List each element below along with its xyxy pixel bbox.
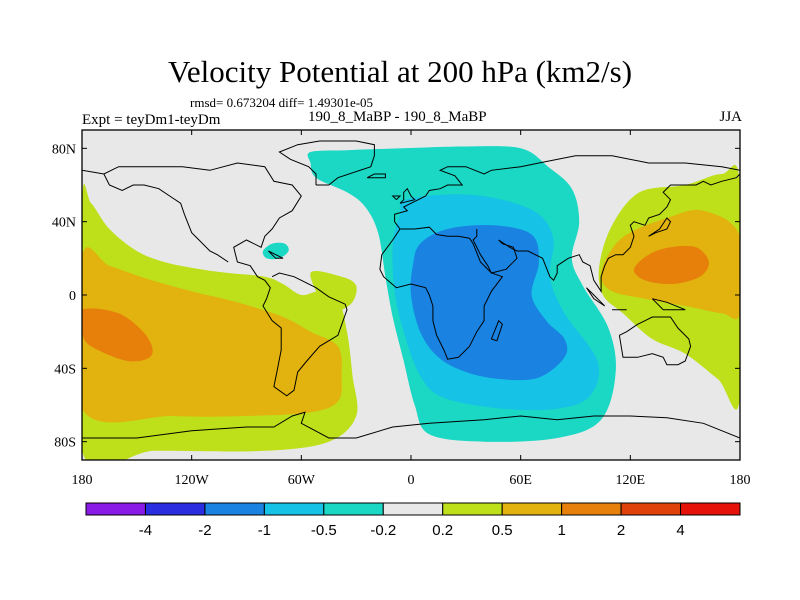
contour-western-positive bbox=[310, 270, 357, 312]
coastline-7 bbox=[618, 316, 692, 366]
map-layer bbox=[82, 130, 740, 460]
colorbar-swatch bbox=[204, 502, 265, 516]
colorbar-swatch bbox=[144, 502, 206, 516]
colorbar-label: 1 bbox=[557, 522, 565, 539]
colorbar-label: -0.2 bbox=[370, 522, 396, 539]
colorbar-swatch bbox=[561, 502, 622, 516]
colorbar-swatch bbox=[442, 502, 503, 516]
x-tick-label: 60E bbox=[509, 473, 532, 488]
contour-eastern-positive bbox=[633, 245, 709, 285]
contour-north-pacific-small bbox=[262, 242, 289, 260]
coastline-1 bbox=[103, 173, 229, 263]
coastline-8 bbox=[82, 411, 740, 439]
coastline-2 bbox=[394, 155, 740, 230]
left-label: Expt = teyDm1-teyDm bbox=[82, 112, 221, 128]
x-tick-label: 0 bbox=[408, 473, 415, 488]
coastline-3 bbox=[379, 228, 504, 360]
center-label: 190_8_MaBP - 190_8_MaBP bbox=[308, 109, 487, 125]
x-tick-label: 120E bbox=[616, 473, 646, 488]
x-tick-label: 180 bbox=[72, 473, 93, 488]
x-tick-label: 60W bbox=[288, 473, 316, 488]
colorbar-swatch bbox=[263, 502, 325, 516]
colorbar-swatch bbox=[323, 502, 384, 516]
coastline-16 bbox=[399, 187, 416, 204]
y-tick-label: 40N bbox=[52, 216, 76, 231]
colorbar-swatch bbox=[680, 502, 741, 516]
coastline-0 bbox=[82, 162, 348, 397]
coastline-6 bbox=[498, 173, 740, 293]
coastline-4 bbox=[400, 226, 470, 239]
colorbar-swatch bbox=[382, 502, 444, 516]
coastline-18 bbox=[268, 250, 284, 259]
coastline-11 bbox=[490, 319, 503, 342]
coastline-10 bbox=[366, 173, 386, 179]
coastline-9 bbox=[278, 140, 375, 186]
coastline-13 bbox=[586, 287, 606, 307]
contour-western-positive bbox=[82, 308, 153, 362]
colorbar-label: -0.5 bbox=[311, 522, 337, 539]
colorbar-swatch bbox=[501, 502, 563, 516]
x-tick-label: 180 bbox=[730, 473, 751, 488]
colorbar-swatch bbox=[85, 502, 146, 516]
colorbar-label: -2 bbox=[198, 522, 211, 539]
contour-western-positive bbox=[82, 247, 342, 423]
right-label: JJA bbox=[719, 109, 742, 125]
coastline-5 bbox=[472, 229, 518, 274]
coastline-17 bbox=[391, 195, 402, 201]
colorbar: -4 -2 -1 -0.5 -0.2 0.2 0.5 1 2 4 bbox=[85, 502, 741, 539]
stats-text: rmsd= 0.673204 diff= 1.49301e-05 bbox=[190, 95, 374, 110]
coastlines bbox=[82, 140, 740, 439]
colorbar-label: 2 bbox=[617, 522, 625, 539]
y-tick-label: 80N bbox=[52, 142, 76, 157]
chart-title: Velocity Potential at 200 hPa (km2/s) bbox=[167, 54, 633, 89]
coastline-12 bbox=[648, 217, 672, 237]
contour-negative-center bbox=[410, 225, 568, 381]
y-tick-label: 80S bbox=[54, 436, 76, 451]
colorbar-label: 0.2 bbox=[432, 522, 453, 539]
axes: 180 120W 60W 0 60E 120E 180 80N 40N 0 40S 80S bbox=[52, 130, 751, 488]
colorbar-label: -4 bbox=[139, 522, 152, 539]
y-tick-label: 0 bbox=[69, 289, 76, 304]
colorbar-label: 0.5 bbox=[492, 522, 513, 539]
coastline-15 bbox=[651, 298, 686, 311]
y-tick-label: 40S bbox=[54, 362, 76, 377]
colorbar-label: 4 bbox=[676, 522, 684, 539]
colorbar-swatch bbox=[620, 502, 682, 516]
colorbar-label: -1 bbox=[258, 522, 271, 539]
x-tick-label: 120W bbox=[175, 473, 210, 488]
